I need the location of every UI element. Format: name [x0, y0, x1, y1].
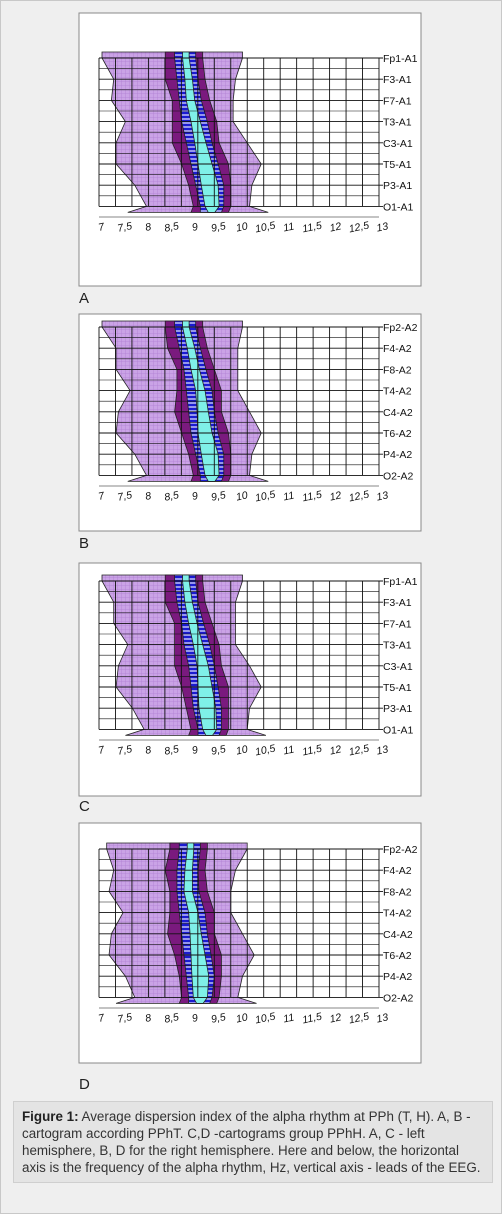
- lead-label: F8-A2: [383, 886, 412, 898]
- caption-label: Figure 1:: [22, 1109, 79, 1124]
- lead-label: T3-A1: [383, 117, 412, 129]
- x-tick-label: 10: [235, 489, 249, 503]
- x-tick-label: 7: [97, 744, 106, 757]
- lead-label: O2-A2: [383, 470, 414, 482]
- lead-label: C3-A1: [383, 138, 413, 150]
- x-tick-label: 8,5: [163, 220, 180, 235]
- x-tick-label: 9,5: [210, 489, 227, 504]
- lead-label: T6-A2: [383, 428, 412, 440]
- lead-label: C4-A2: [383, 407, 413, 419]
- x-tick-label: 12: [329, 220, 343, 234]
- x-tick-label: 12,5: [348, 742, 371, 758]
- x-tick-label: 9: [191, 490, 199, 503]
- lead-label: O2-A2: [383, 992, 414, 1004]
- x-tick-label: 7: [97, 221, 106, 234]
- x-tick-label: 8,5: [163, 489, 180, 504]
- lead-label: C4-A2: [383, 929, 413, 941]
- x-tick-label: 8: [144, 1012, 152, 1025]
- lead-label: F7-A1: [383, 618, 412, 630]
- x-tick-label: 11: [282, 489, 295, 503]
- x-tick-label: 11,5: [301, 743, 323, 759]
- lead-label: T4-A2: [383, 908, 412, 920]
- x-tick-label: 12,5: [348, 219, 371, 235]
- panel-label: B: [79, 535, 89, 552]
- x-tick-label: 7,5: [116, 220, 133, 235]
- x-tick-label: 9,5: [210, 220, 227, 235]
- x-tick-label: 9,5: [210, 743, 227, 758]
- x-tick-label: 8: [144, 744, 152, 757]
- lead-label: T6-A2: [383, 950, 412, 962]
- x-tick-label: 7: [97, 1012, 106, 1025]
- x-tick-label: 11,5: [301, 1011, 323, 1027]
- lead-label: P4-A2: [383, 449, 412, 461]
- x-tick-label: 8: [144, 490, 152, 503]
- x-tick-label: 13: [375, 1011, 389, 1025]
- panel: Fp1-A1 F3-A1 F7-A1 T3-A1 C3-A1 T5-A1 P3-A1 O1-A…: [78, 562, 422, 815]
- x-tick-label: 12,5: [348, 488, 371, 504]
- x-tick-label: 8: [144, 221, 152, 234]
- panel-label: A: [79, 290, 89, 307]
- x-tick-label: 10: [235, 220, 249, 234]
- x-tick-label: 7: [97, 490, 106, 503]
- x-tick-label: 8,5: [163, 743, 180, 758]
- lead-label: F3-A1: [383, 74, 412, 86]
- x-tick-label: 9,5: [210, 1011, 227, 1026]
- x-tick-label: 10,5: [254, 488, 277, 504]
- x-tick-label: 13: [375, 743, 389, 757]
- x-tick-label: 13: [375, 489, 389, 503]
- lead-label: F8-A2: [383, 364, 412, 376]
- lead-label: O1-A1: [383, 724, 414, 736]
- lead-label: P3-A1: [383, 180, 412, 192]
- panel-label: D: [79, 1076, 90, 1093]
- lead-label: F7-A1: [383, 95, 412, 107]
- lead-label: F3-A1: [383, 597, 412, 609]
- caption-text: Average dispersion index of the alpha rh…: [22, 1109, 481, 1175]
- figure-caption: Figure 1: Average dispersion index of th…: [13, 1101, 493, 1183]
- x-tick-label: 10: [235, 743, 249, 757]
- x-tick-label: 10,5: [254, 742, 277, 758]
- panel: Fp2-A2 F4-A2 F8-A2 T4-A2 C4-A2 T6-A2 P4-A2 O2-A…: [78, 313, 422, 552]
- x-tick-label: 11,5: [301, 489, 323, 505]
- x-tick-label: 12,5: [348, 1010, 371, 1026]
- x-tick-label: 13: [375, 220, 389, 234]
- x-tick-label: 10: [235, 1011, 249, 1025]
- panel-label: C: [79, 798, 90, 815]
- lead-label: P3-A1: [383, 703, 412, 715]
- x-tick-label: 7,5: [116, 743, 133, 758]
- x-tick-label: 12: [329, 489, 343, 503]
- lead-label: P4-A2: [383, 971, 412, 983]
- lead-label: F4-A2: [383, 865, 412, 877]
- x-tick-label: 12: [329, 743, 343, 757]
- x-tick-label: 7,5: [116, 1011, 133, 1026]
- lead-label: T4-A2: [383, 386, 412, 398]
- lead-label: T3-A1: [383, 640, 412, 652]
- x-tick-label: 9: [191, 1012, 199, 1025]
- lead-label: Fp2-A2: [383, 322, 418, 334]
- lead-label: T5-A1: [383, 159, 412, 171]
- x-tick-label: 11: [282, 1011, 295, 1025]
- lead-label: C3-A1: [383, 661, 413, 673]
- panel: Fp1-A1 F3-A1 F7-A1 T3-A1 C3-A1 T5-A1 P3-A1 O1-A…: [78, 12, 422, 307]
- panel: Fp2-A2 F4-A2 F8-A2 T4-A2 C4-A2 T6-A2 P4-A2 O2-A…: [78, 822, 422, 1093]
- lead-label: O1-A1: [383, 201, 414, 213]
- x-tick-label: 11: [282, 220, 295, 234]
- x-tick-label: 7,5: [116, 489, 133, 504]
- x-tick-label: 10,5: [254, 219, 277, 235]
- lead-label: Fp1-A1: [383, 53, 418, 65]
- x-tick-label: 12: [329, 1011, 343, 1025]
- lead-label: Fp1-A1: [383, 576, 418, 588]
- lead-label: Fp2-A2: [383, 844, 418, 856]
- x-tick-label: 11: [282, 743, 295, 757]
- x-tick-label: 11,5: [301, 220, 323, 236]
- x-tick-label: 10,5: [254, 1010, 277, 1026]
- x-tick-label: 8,5: [163, 1011, 180, 1026]
- figure: Fp1-A1 F3-A1 F7-A1 T3-A1 C3-A1 T5-A1 P3-A1 O1-A…: [78, 12, 422, 1093]
- lead-label: T5-A1: [383, 682, 412, 694]
- x-tick-label: 9: [191, 221, 199, 234]
- lead-label: F4-A2: [383, 343, 412, 355]
- x-tick-label: 9: [191, 744, 199, 757]
